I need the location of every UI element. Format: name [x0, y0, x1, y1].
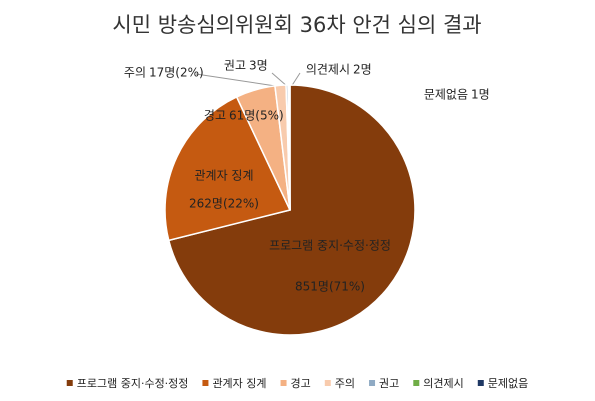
legend-label: 권고: [379, 377, 399, 390]
data-label: 2명: [353, 63, 372, 77]
legend-swatch: [369, 380, 376, 386]
data-label: 851명(71%): [295, 280, 365, 294]
data-label-name: 프로그램 중지·수정·정정: [269, 239, 391, 253]
leader-line: [195, 73, 283, 88]
data-label-name: 경고: [204, 109, 226, 123]
legend-label: 의견제시: [423, 377, 463, 390]
data-label-name: 주의: [124, 66, 146, 80]
data-label: 61명(5%): [229, 109, 284, 123]
pie-slice: [288, 84, 291, 211]
legend-label: 경고: [291, 377, 311, 390]
legend-swatch: [202, 380, 209, 386]
legend-label: 주의: [335, 377, 355, 390]
pie-slice: [167, 84, 416, 336]
data-label: 1명: [471, 88, 490, 102]
legend-label: 프로그램 중지·수정·정정: [77, 377, 189, 390]
legend-swatch: [324, 380, 331, 386]
data-label-name: 문제없음: [424, 88, 468, 102]
legend-swatch: [280, 380, 287, 386]
legend-swatch: [413, 380, 420, 386]
legend-label: 관계자 징계: [212, 377, 266, 390]
data-label-name: 관계자 징계: [194, 169, 253, 183]
data-label-name: 권고: [224, 59, 246, 73]
legend-swatch: [477, 380, 484, 386]
data-label-name: 의견제시: [306, 63, 350, 77]
data-label: 262명(22%): [189, 197, 259, 211]
data-label: 17명(2%): [149, 66, 204, 80]
chart-title: 시민 방송심의위원회 36차 안건 심의 결과: [112, 13, 481, 37]
legend-label: 문제없음: [488, 377, 528, 390]
pie-slice: [164, 95, 292, 242]
data-label: 3명: [249, 59, 268, 73]
legend-swatch: [66, 380, 73, 386]
